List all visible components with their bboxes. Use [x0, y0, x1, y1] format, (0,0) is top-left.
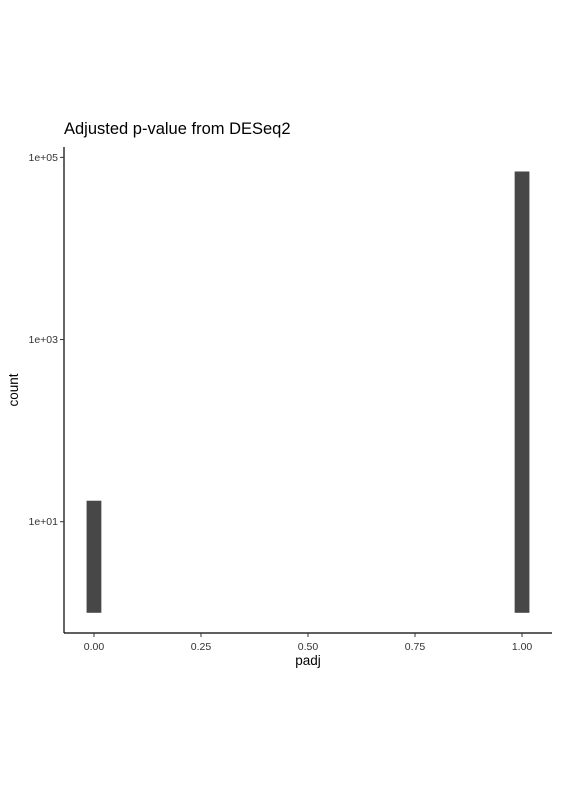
x-tick-label: 1.00	[512, 641, 533, 653]
plot-area	[86, 171, 530, 613]
histogram-bar	[86, 500, 102, 613]
x-tick-label: 0.50	[298, 641, 319, 653]
y-axis-title: count	[6, 373, 21, 406]
x-tick-label: 0.00	[84, 641, 105, 653]
y-axis-ticks: 1e+01 1e+03 1e+05	[29, 152, 64, 528]
x-tick-label: 0.25	[191, 641, 212, 653]
x-axis-ticks: 0.00 0.25 0.50 0.75 1.00	[84, 633, 533, 653]
chart-title: Adjusted p-value from DESeq2	[64, 120, 291, 138]
y-tick-label: 1e+05	[29, 152, 59, 164]
x-axis-title: padj	[295, 653, 321, 668]
x-tick-label: 0.75	[405, 641, 426, 653]
y-tick-label: 1e+01	[29, 516, 59, 528]
histogram-bar	[514, 171, 530, 613]
y-tick-label: 1e+03	[29, 334, 59, 346]
